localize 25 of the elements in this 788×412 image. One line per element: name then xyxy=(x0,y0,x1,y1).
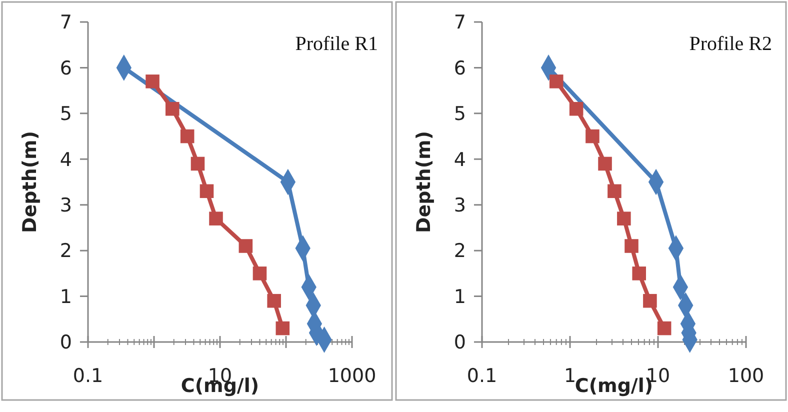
y-axis-title: Depth(m) xyxy=(19,130,41,234)
y-tick-label: 6 xyxy=(454,57,466,80)
y-tick-label: 7 xyxy=(60,12,72,34)
y-tick-label: 3 xyxy=(60,194,72,217)
x-tick-label: 0.1 xyxy=(72,365,104,387)
x-tick-label: 1000 xyxy=(328,365,376,387)
annotation: Profile R2 xyxy=(689,33,772,55)
y-tick-label: 1 xyxy=(454,286,466,308)
x-tick-label: 1 xyxy=(564,365,576,387)
y-tick-label: 1 xyxy=(60,286,72,308)
y-tick-label: 7 xyxy=(454,12,466,34)
y-tick-label: 4 xyxy=(60,148,72,171)
y-tick-label: 6 xyxy=(60,57,72,80)
y-tick-label: 0 xyxy=(60,332,72,354)
annotation: Profile R1 xyxy=(295,33,378,55)
y-tick-label: 5 xyxy=(60,103,72,126)
y-tick-label: 2 xyxy=(60,240,72,262)
y-tick-label: 2 xyxy=(454,240,466,262)
x-tick-label: 0.1 xyxy=(466,365,498,387)
y-tick-label: 0 xyxy=(454,332,466,354)
y-axis-title: Depth(m) xyxy=(413,130,435,234)
y-tick-label: 3 xyxy=(454,194,466,217)
x-tick-label: 100 xyxy=(728,365,764,387)
y-tick-label: 4 xyxy=(454,148,466,171)
y-tick-label: 5 xyxy=(454,103,466,126)
